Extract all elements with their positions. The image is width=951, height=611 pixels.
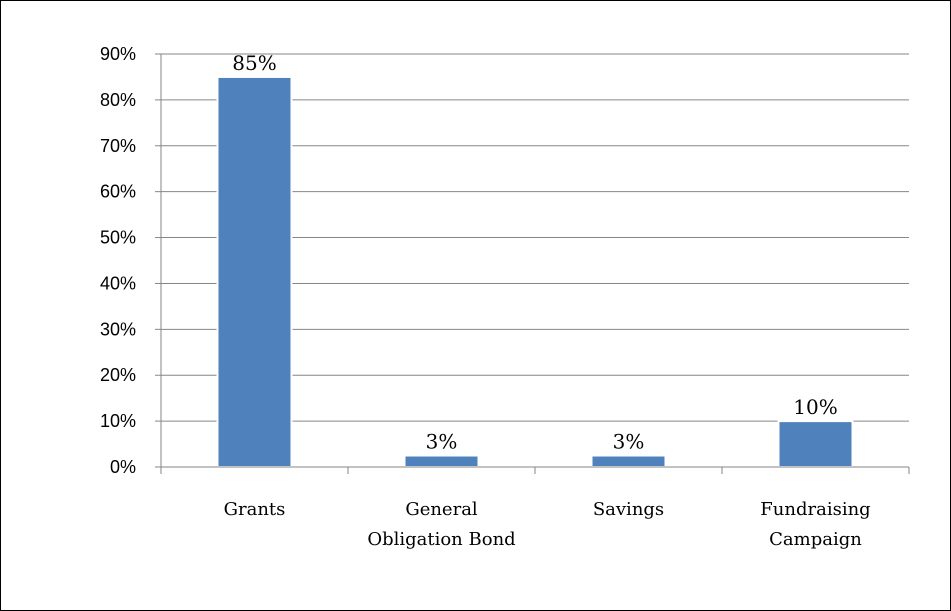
y-tick-label: 50% — [100, 228, 136, 248]
bars — [216, 75, 854, 469]
x-category-label-line: Savings — [593, 499, 664, 520]
x-category-label-line: Fundraising — [760, 499, 870, 520]
x-category-label: General Obligation Bond — [367, 499, 515, 550]
data-label: 85% — [232, 51, 276, 75]
y-tick-label: 0% — [110, 457, 136, 477]
y-tick-label: 20% — [100, 365, 136, 385]
x-category-label-line: Campaign — [769, 529, 862, 550]
y-tick-label: 60% — [100, 182, 136, 202]
y-tick-label: 80% — [100, 90, 136, 110]
y-tick-label: 90% — [100, 44, 136, 64]
y-tick-label: 40% — [100, 273, 136, 293]
labels: 0% 10% 20% 30% 40% 50% 60% 70% 80% 90% 85% Grants 3%… — [100, 44, 871, 550]
x-category-label: Savings — [593, 499, 664, 520]
bar — [777, 420, 854, 469]
axes — [155, 53, 910, 474]
bar — [216, 75, 293, 468]
data-label: 3% — [426, 430, 458, 454]
data-label: 3% — [613, 430, 645, 454]
y-tick-label: 30% — [100, 319, 136, 339]
y-tick-label: 10% — [100, 411, 136, 431]
x-category-label: Fundraising Campaign — [760, 499, 870, 550]
bar — [590, 454, 667, 468]
x-category-label: Grants — [224, 499, 286, 520]
x-category-label-line: Grants — [224, 499, 286, 520]
x-category-label-line: Obligation Bond — [367, 529, 515, 550]
data-label: 10% — [793, 395, 837, 419]
y-tick-label: 70% — [100, 136, 136, 156]
bar — [403, 454, 480, 468]
x-category-label-line: General — [405, 499, 478, 520]
